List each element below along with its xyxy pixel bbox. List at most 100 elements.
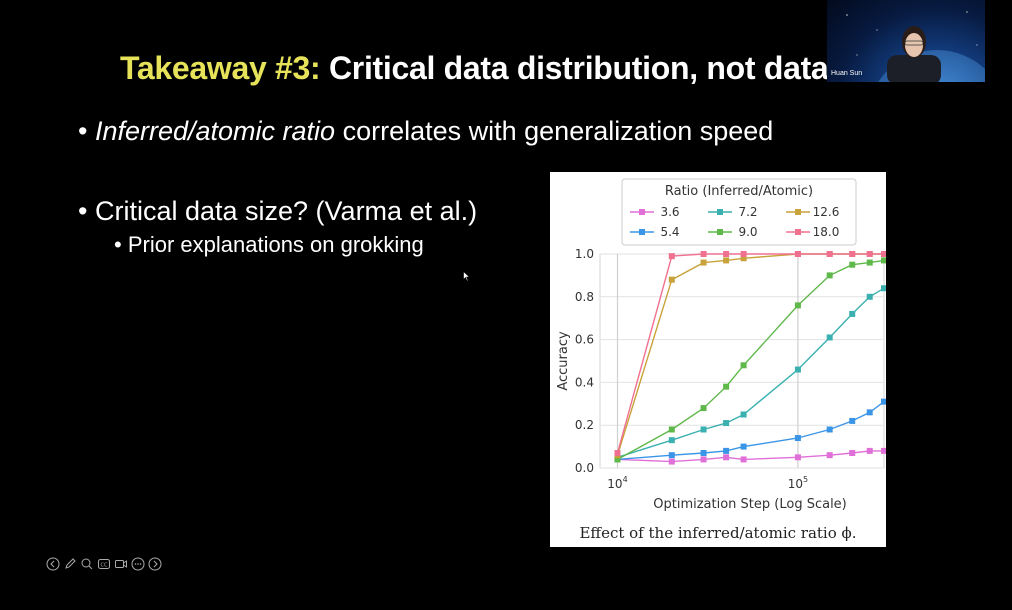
series-line-18.0 <box>616 253 884 454</box>
data-point-5.4 <box>700 450 707 457</box>
sub-bullet-text: Prior explanations on grokking <box>127 232 424 257</box>
legend-label: 18.0 <box>813 225 840 239</box>
mouse-cursor-icon <box>463 271 471 282</box>
legend-marker <box>717 209 723 215</box>
y-axis-label: Accuracy <box>556 331 571 391</box>
presentation-toolbar: CC <box>46 557 162 571</box>
bullet2-text: Critical data size? (Varma et al.) <box>94 196 478 226</box>
data-point-5.4 <box>881 398 886 405</box>
data-point-9.0 <box>866 259 873 266</box>
x-tick-label: 104 <box>607 475 627 491</box>
bullet1-italic: Inferred/atomic ratio <box>94 116 336 146</box>
data-point-5.4 <box>849 417 856 424</box>
data-point-7.2 <box>849 310 856 317</box>
speaker-video[interactable]: Huan Sun <box>827 0 985 82</box>
data-point-12.6 <box>723 257 730 264</box>
bullet-inferred-ratio: • Inferred/atomic ratio correlates with … <box>78 116 774 146</box>
data-point-3.6 <box>866 447 873 454</box>
series-line-3.6 <box>617 450 884 463</box>
legend-marker <box>795 209 801 215</box>
data-point-9.0 <box>668 426 675 433</box>
cc-icon[interactable]: CC <box>97 557 111 571</box>
x-axis-label: Optimization Step (Log Scale) <box>653 497 847 512</box>
data-point-18.0 <box>794 251 801 257</box>
legend-label: 7.2 <box>738 205 757 219</box>
data-point-7.2 <box>740 411 747 418</box>
more-icon[interactable] <box>131 557 145 571</box>
data-point-18.0 <box>614 450 621 457</box>
sub-bullet-grokking: • Prior explanations on grokking <box>114 232 424 257</box>
pen-icon[interactable] <box>63 557 77 571</box>
data-point-3.6 <box>826 452 833 459</box>
data-point-7.2 <box>866 293 873 300</box>
data-point-5.4 <box>866 409 873 416</box>
data-point-9.0 <box>881 257 886 264</box>
forward-icon[interactable] <box>148 557 162 571</box>
data-point-7.2 <box>794 366 801 373</box>
data-point-9.0 <box>849 261 856 268</box>
speaker-avatar <box>846 11 985 82</box>
title-highlight: Takeaway #3: <box>120 50 321 86</box>
data-point-12.6 <box>740 255 747 262</box>
data-point-9.0 <box>826 272 833 279</box>
data-point-5.4 <box>826 426 833 433</box>
bullet-critical-data-size: • Critical data size? (Varma et al.) <box>78 196 478 226</box>
series-line-5.4 <box>617 401 885 461</box>
data-point-18.0 <box>723 251 730 257</box>
data-point-18.0 <box>866 251 873 257</box>
legend-label: 12.6 <box>813 205 840 219</box>
speaker-name: Huan Sun <box>831 70 863 77</box>
data-point-18.0 <box>668 253 675 260</box>
data-point-18.0 <box>849 251 856 257</box>
back-icon[interactable] <box>46 557 60 571</box>
data-point-7.2 <box>881 285 886 292</box>
x-tick-label: 105 <box>788 475 808 491</box>
zoom-icon[interactable] <box>80 557 94 571</box>
series-line-9.0 <box>617 259 885 461</box>
y-tick-label: 0.8 <box>575 290 594 304</box>
data-point-7.2 <box>700 426 707 433</box>
data-point-18.0 <box>881 251 886 257</box>
data-point-5.4 <box>723 447 730 454</box>
data-point-3.6 <box>668 458 675 465</box>
legend-label: 5.4 <box>660 225 679 239</box>
data-point-3.6 <box>881 447 886 454</box>
data-point-3.6 <box>723 454 730 461</box>
legend-marker <box>717 229 723 235</box>
y-tick-label: 1.0 <box>575 247 594 261</box>
data-point-18.0 <box>826 251 833 257</box>
legend-marker <box>795 229 801 235</box>
data-point-18.0 <box>740 251 747 257</box>
data-point-12.6 <box>700 259 707 266</box>
bullet1-rest: correlates with generalization speed <box>335 116 774 146</box>
legend-marker <box>639 209 645 215</box>
series-line-7.2 <box>617 287 885 458</box>
legend-label: 9.0 <box>738 225 757 239</box>
data-point-7.2 <box>668 437 675 444</box>
data-point-9.0 <box>614 456 621 463</box>
y-tick-label: 0.2 <box>575 418 594 432</box>
y-tick-label: 0.0 <box>575 461 594 475</box>
data-point-5.4 <box>794 435 801 442</box>
data-point-9.0 <box>723 383 730 390</box>
data-point-3.6 <box>794 454 801 461</box>
accuracy-chart: 0.0 0.2 0.4 0.6 0.8 1.0 104 105 Optimization Ste… <box>556 178 886 542</box>
svg-text:CC: CC <box>101 563 108 569</box>
y-tick-label: 0.4 <box>575 375 594 389</box>
legend-title: Ratio (Inferred/Atomic) <box>665 184 813 199</box>
legend-marker <box>639 229 645 235</box>
legend-label: 3.6 <box>660 205 679 219</box>
data-point-3.6 <box>849 450 856 457</box>
data-point-9.0 <box>794 302 801 309</box>
video-icon[interactable] <box>114 557 128 571</box>
data-point-12.6 <box>668 276 675 283</box>
legend-box <box>621 178 857 246</box>
data-point-9.0 <box>740 362 747 369</box>
y-tick-label: 0.6 <box>575 333 594 347</box>
chart-figure: 0.0 0.2 0.4 0.6 0.8 1.0 104 105 Optimization Ste… <box>550 172 886 547</box>
slide-title: Takeaway #3: Critical data distribution,… <box>120 50 829 87</box>
figure-caption: Effect of the inferred/atomic ratio ϕ. <box>579 524 856 542</box>
data-point-5.4 <box>668 452 675 459</box>
data-point-7.2 <box>723 420 730 427</box>
data-point-3.6 <box>740 456 747 463</box>
